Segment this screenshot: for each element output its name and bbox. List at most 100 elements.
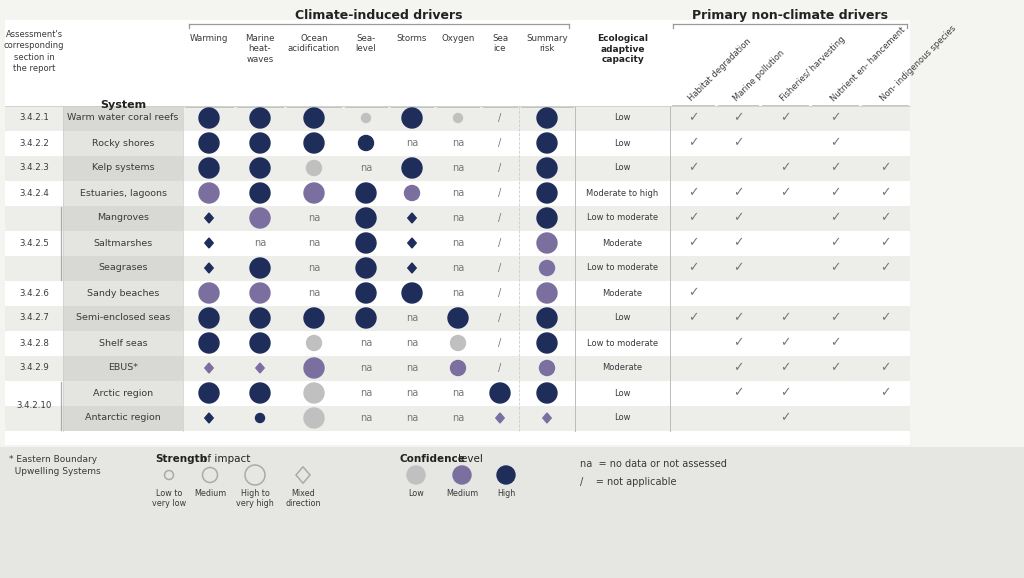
Text: Strength: Strength (155, 454, 207, 464)
Circle shape (537, 158, 557, 178)
Text: ✓: ✓ (829, 112, 841, 124)
Circle shape (304, 308, 324, 328)
Circle shape (250, 183, 270, 203)
Text: na: na (406, 138, 418, 148)
Circle shape (304, 383, 324, 403)
Circle shape (451, 335, 466, 350)
Text: /: / (499, 113, 502, 123)
Text: na: na (452, 138, 464, 148)
Text: ✓: ✓ (688, 112, 698, 124)
Circle shape (306, 161, 322, 176)
Text: Medium: Medium (194, 489, 226, 498)
Text: Kelp systems: Kelp systems (92, 164, 155, 172)
Circle shape (304, 358, 324, 378)
Text: System: System (100, 100, 146, 110)
Text: Mangroves: Mangroves (97, 213, 150, 223)
Circle shape (537, 333, 557, 353)
Text: Mixed
direction: Mixed direction (286, 489, 321, 509)
Circle shape (540, 261, 555, 276)
Text: ✓: ✓ (688, 287, 698, 299)
Text: 3.4.2.8: 3.4.2.8 (19, 339, 49, 347)
Text: ✓: ✓ (829, 136, 841, 150)
Text: Warming: Warming (189, 34, 228, 43)
Circle shape (250, 108, 270, 128)
Circle shape (250, 208, 270, 228)
Text: Primary non-climate drivers: Primary non-climate drivers (692, 9, 888, 22)
Text: Sea
ice: Sea ice (492, 34, 508, 53)
Text: Fisheries/ harvesting: Fisheries/ harvesting (778, 35, 847, 103)
Text: * Eastern Boundary
  Upwelling Systems: * Eastern Boundary Upwelling Systems (9, 455, 100, 476)
Text: Estuaries, lagoons: Estuaries, lagoons (80, 188, 167, 198)
Text: Antarctic region: Antarctic region (85, 413, 161, 423)
Text: ✓: ✓ (733, 236, 743, 250)
Polygon shape (408, 238, 416, 248)
Text: 3.4.2.7: 3.4.2.7 (19, 313, 49, 323)
Circle shape (356, 208, 376, 228)
Text: ✓: ✓ (688, 187, 698, 199)
Bar (5, 380, 910, 406)
Circle shape (199, 308, 219, 328)
Circle shape (451, 361, 466, 376)
Circle shape (537, 283, 557, 303)
Text: /: / (499, 138, 502, 148)
Circle shape (402, 108, 422, 128)
Text: ✓: ✓ (880, 261, 890, 275)
Text: na: na (452, 288, 464, 298)
Text: na: na (406, 313, 418, 323)
Text: Sea-
level: Sea- level (355, 34, 376, 53)
Text: ✓: ✓ (733, 212, 743, 224)
Text: ✓: ✓ (880, 161, 890, 175)
Text: na: na (359, 163, 372, 173)
Text: /: / (499, 363, 502, 373)
Circle shape (250, 283, 270, 303)
Text: ✓: ✓ (733, 261, 743, 275)
Text: ✓: ✓ (829, 361, 841, 375)
Text: ✓: ✓ (688, 236, 698, 250)
Circle shape (449, 308, 468, 328)
Text: Shelf seas: Shelf seas (98, 339, 147, 347)
Circle shape (453, 466, 471, 484)
Bar (63, 355, 183, 380)
Text: /: / (499, 263, 502, 273)
Circle shape (537, 383, 557, 403)
Text: ✓: ✓ (779, 161, 791, 175)
Bar (5, 106, 910, 131)
Text: ✓: ✓ (779, 387, 791, 399)
Circle shape (356, 233, 376, 253)
Text: na: na (308, 213, 321, 223)
Polygon shape (496, 413, 504, 423)
Text: na: na (359, 388, 372, 398)
Text: na: na (452, 413, 464, 423)
Circle shape (404, 186, 420, 201)
Bar (5, 280, 910, 306)
Text: Low: Low (614, 413, 631, 423)
Circle shape (199, 283, 219, 303)
Text: /: / (499, 188, 502, 198)
Polygon shape (408, 263, 416, 273)
Circle shape (540, 361, 555, 376)
Text: na: na (359, 338, 372, 348)
Circle shape (304, 183, 324, 203)
Bar (5, 331, 910, 355)
Text: ✓: ✓ (880, 212, 890, 224)
Text: ✓: ✓ (880, 236, 890, 250)
Text: ✓: ✓ (880, 361, 890, 375)
Circle shape (304, 133, 324, 153)
Text: Low: Low (614, 388, 631, 398)
Text: ✓: ✓ (779, 412, 791, 424)
Text: Summary
risk: Summary risk (526, 34, 568, 53)
Text: Arctic region: Arctic region (93, 388, 153, 398)
Bar (5, 155, 910, 180)
Text: na: na (452, 188, 464, 198)
Circle shape (199, 108, 219, 128)
Text: Low to moderate: Low to moderate (587, 264, 658, 272)
Circle shape (537, 233, 557, 253)
Text: na: na (308, 263, 321, 273)
Circle shape (199, 158, 219, 178)
Text: Low: Low (409, 489, 424, 498)
Text: ✓: ✓ (829, 336, 841, 350)
Bar (63, 131, 183, 155)
Circle shape (402, 283, 422, 303)
Bar (5, 306, 910, 331)
Text: 3.4.2.4: 3.4.2.4 (19, 188, 49, 198)
